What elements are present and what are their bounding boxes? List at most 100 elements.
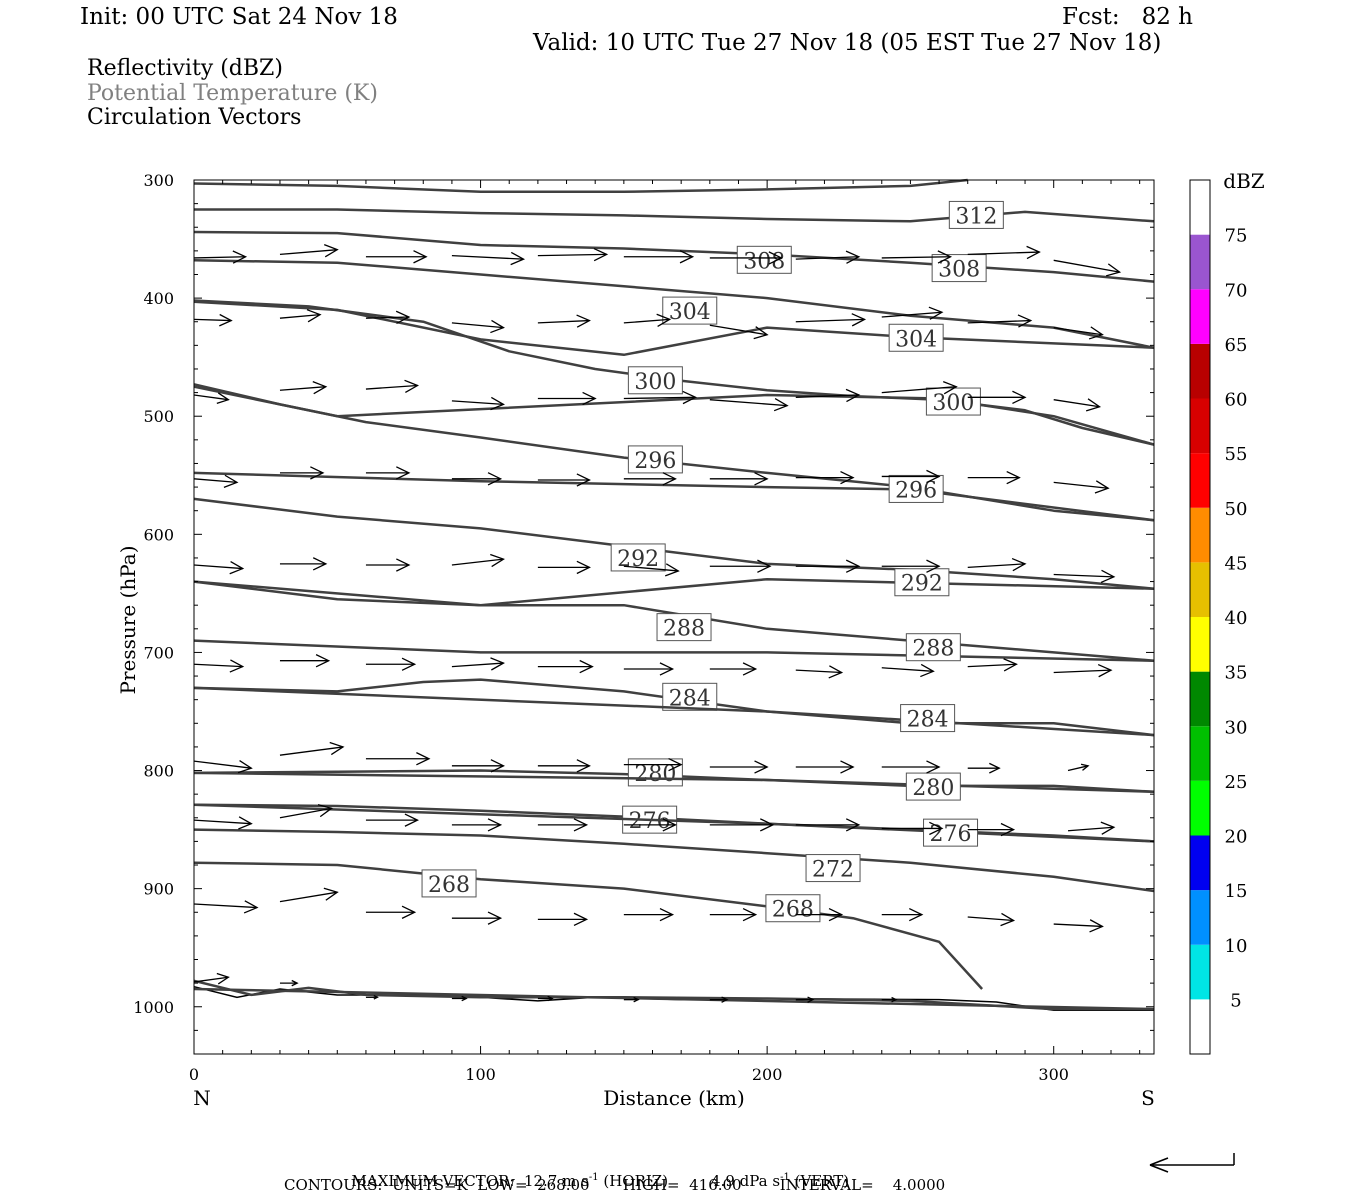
circulation-vector [1053, 663, 1113, 678]
y-tick-label: 1000 [133, 998, 174, 1017]
vector-head [840, 470, 855, 485]
theta-contour-line [193, 178, 968, 194]
vector-shaft [795, 256, 859, 260]
circulation-vector [365, 558, 411, 572]
circulation-vector [193, 313, 233, 327]
circulation-vector [1067, 821, 1116, 835]
colorbar-segment [1190, 343, 1210, 399]
vector-shaft [451, 322, 504, 329]
colorbar-segment [1190, 180, 1210, 235]
x-tick-label: 100 [465, 1065, 496, 1084]
contour-label: 268 [772, 898, 814, 923]
y-tick-label: 500 [143, 407, 174, 426]
vector-head [908, 907, 924, 922]
reflectivity-colorbar: 5 10 15 20 25 30 35 40 45 50 55 60 65 70 75 [1189, 179, 1248, 1055]
vector-shaft [279, 746, 344, 756]
vector-head [1012, 390, 1027, 404]
vector-head [490, 553, 505, 568]
vector-head [223, 474, 239, 488]
vector-head [926, 760, 941, 774]
contour-label: 296 [634, 449, 676, 474]
circulation-vector [709, 760, 769, 774]
circulation-vector [795, 907, 844, 922]
vector-head [1097, 663, 1113, 678]
vector-shaft [279, 249, 338, 256]
vector-head [219, 313, 233, 327]
vector-head [461, 995, 468, 1002]
vector-shaft [193, 256, 246, 259]
vector-head [664, 563, 680, 577]
circulation-vector [795, 559, 861, 573]
vector-head [487, 911, 503, 925]
contour-label: 304 [895, 327, 937, 352]
circulation-vector [193, 250, 248, 264]
circulation-vector [881, 663, 935, 678]
vector-shaft [1053, 573, 1114, 578]
vector-head [229, 659, 245, 673]
vector-head [237, 760, 253, 774]
circulation-vector [967, 390, 1027, 404]
vector-head [216, 392, 230, 405]
contour-label: 292 [901, 572, 943, 597]
vector-shaft [193, 318, 232, 322]
vector-head [1100, 821, 1116, 835]
vector-shaft [623, 565, 679, 572]
vector-head [315, 654, 331, 668]
forecast-hour: Fcst: 82 h [1062, 4, 1193, 30]
vert-tag: (VERT) [794, 1172, 850, 1190]
horiz-value: 12.7 [523, 1172, 558, 1190]
vector-head [828, 907, 844, 922]
circulation-vector [881, 559, 941, 573]
contour-label: 312 [955, 204, 997, 229]
circulation-vector [881, 821, 944, 836]
theta-contour-line [193, 639, 1155, 662]
vector-head [679, 250, 695, 264]
colorbar-segment [1190, 944, 1210, 1000]
colorbar-level-label: 10 [1225, 936, 1248, 957]
vector-shaft [451, 558, 504, 566]
vector-head [576, 759, 591, 773]
y-tick-label: 900 [143, 880, 174, 899]
theta-contour-line [193, 861, 984, 990]
circulation-vector [193, 816, 253, 830]
circulation-vector [1053, 480, 1110, 494]
theta-contour-line [193, 577, 1155, 607]
circulation-vector [365, 310, 411, 325]
vector-head [401, 657, 417, 671]
vector-head [306, 309, 322, 323]
colorbar-border [1189, 179, 1211, 1055]
vector-head [416, 752, 431, 766]
vector-head [928, 306, 944, 320]
contour-label-box [888, 323, 944, 352]
vector-shaft [623, 396, 696, 400]
circulation-vector [623, 662, 675, 676]
vector-shaft [795, 318, 865, 323]
colorbar-level-label: 35 [1225, 663, 1248, 684]
vector-head [721, 996, 729, 1003]
circulation-vector [451, 319, 505, 334]
vector-shaft [193, 903, 258, 909]
plot-border [193, 179, 1155, 1055]
vector-head [757, 559, 772, 573]
circulation-vector [623, 250, 695, 264]
circulation-vector [881, 469, 941, 484]
vector-head [759, 818, 775, 832]
vector-head [662, 472, 677, 486]
theta-contour-line [193, 686, 1155, 737]
vector-shaft [279, 891, 338, 903]
contour-label-box [736, 245, 792, 274]
valid-time: Valid: 10 UTC Tue 27 Nov 18 (05 EST Tue … [533, 30, 1162, 56]
vector-head [682, 390, 697, 405]
vector-shaft [451, 254, 524, 260]
circulation-vector [365, 752, 431, 766]
colorbar-level-label: 15 [1225, 881, 1248, 902]
vector-shaft [365, 316, 409, 319]
circulation-vector [623, 472, 677, 486]
theta-contour-line [193, 987, 1155, 1011]
max-vector-line: MAXIMUM VECTOR: 12.7 m s-1 (HORIZ) 4.9 d… [351, 1172, 850, 1190]
vector-head [576, 473, 591, 487]
x-end-right-label: S [1141, 1086, 1155, 1110]
circulation-vector [623, 907, 675, 922]
vector-shaft [795, 394, 859, 398]
